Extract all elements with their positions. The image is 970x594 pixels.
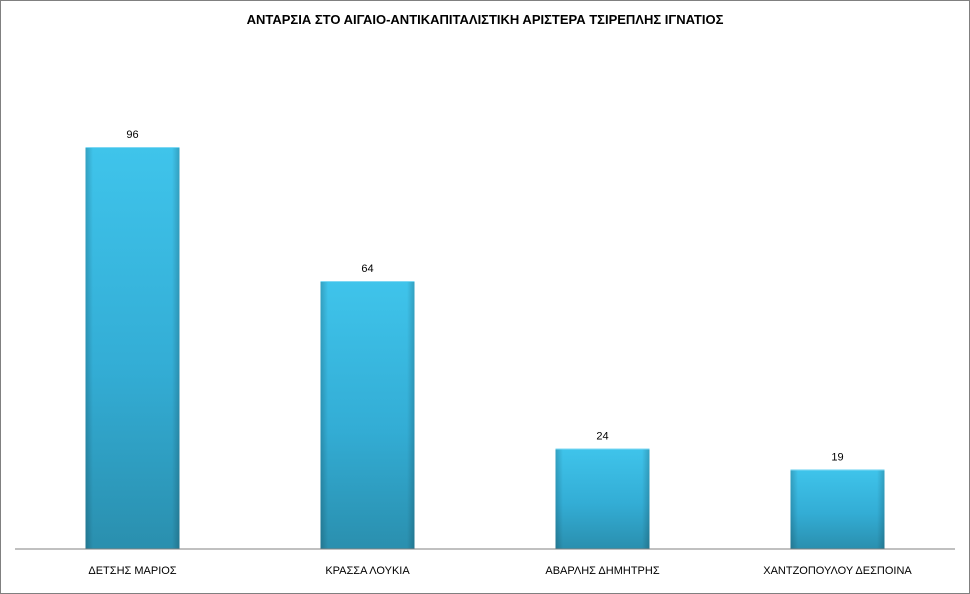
bar-shade-3	[555, 448, 650, 549]
data-label-2: 64	[361, 263, 373, 275]
bar-shade-4	[790, 469, 885, 549]
category-label-1: ΔΕΤΣΗΣ ΜΑΡΙΟΣ	[88, 565, 176, 577]
bar-shade-1	[85, 147, 180, 549]
category-label-3: ΑΒΑΡΛΗΣ ΔΗΜΗΤΡΗΣ	[545, 565, 659, 577]
data-label-4: 19	[831, 451, 843, 463]
category-label-4: ΧΑΝΤΖΟΠΟΥΛΟΥ ΔΕΣΠΟΙΝΑ	[763, 565, 912, 577]
bar-shade-2	[320, 281, 415, 549]
data-label-3: 24	[596, 431, 608, 443]
data-label-1: 96	[126, 129, 138, 141]
chart-title: ΑΝΤΑΡΣΙΑ ΣΤΟ ΑΙΓΑΙΟ-ΑΝΤΙΚΑΠΙΤΑΛΙΣΤΙΚΗ ΑΡ…	[246, 12, 724, 27]
category-label-2: ΚΡΑΣΣΑ ΛΟΥΚΙΑ	[325, 565, 410, 577]
